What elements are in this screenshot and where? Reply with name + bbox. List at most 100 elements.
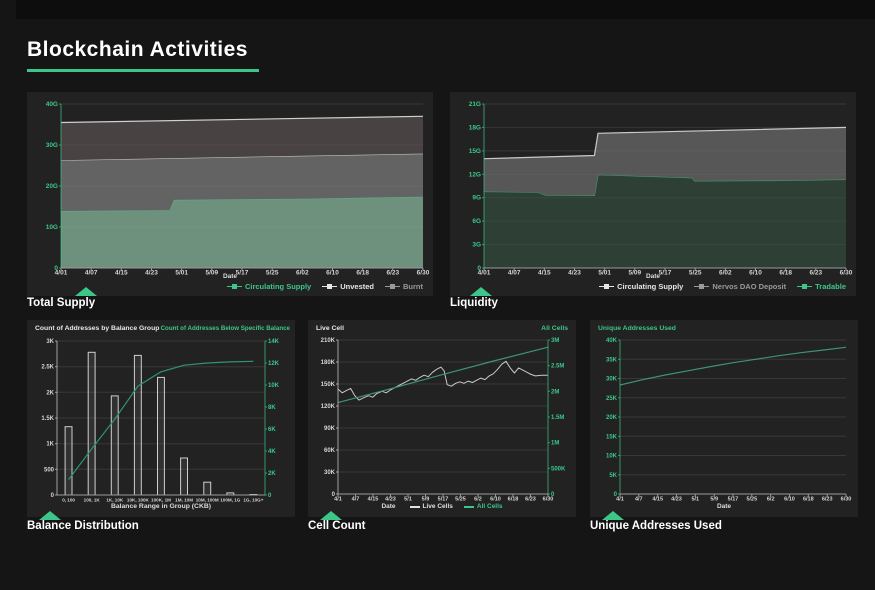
- svg-text:6/10: 6/10: [784, 497, 795, 503]
- total-supply-panel: 0 10G 20G 30G 40G 4/01 4/07 4/15 4/23 5/01 5/09 5/1…: [27, 92, 433, 296]
- svg-text:30K: 30K: [606, 377, 618, 383]
- liquidity-panel: 0 3G 6G 9G 12G 15G 18G 21G 4/01 4/07 4/15 4/23 5/01 5…: [450, 92, 856, 296]
- svg-text:5/9: 5/9: [422, 497, 430, 503]
- svg-text:9G: 9G: [472, 195, 481, 202]
- svg-text:35K: 35K: [606, 357, 618, 363]
- legend-marker-icon: [463, 505, 474, 508]
- left-axis-title: Count of Addresses by Balance Group: [35, 325, 160, 332]
- svg-text:4/15: 4/15: [368, 497, 379, 503]
- legend-marker-icon: [797, 284, 813, 289]
- svg-text:2K: 2K: [268, 471, 276, 477]
- active-tab-arrow-icon: [602, 511, 624, 520]
- svg-text:6/18: 6/18: [356, 270, 369, 277]
- svg-text:1.5M: 1.5M: [551, 415, 564, 421]
- cell-count-title-link[interactable]: Cell Count: [308, 520, 366, 532]
- svg-text:100K, 1M: 100K, 1M: [151, 498, 171, 503]
- cell-count-legend: Live Cells All Cells: [409, 503, 503, 510]
- svg-text:4/7: 4/7: [352, 497, 360, 503]
- svg-text:0: 0: [332, 492, 336, 498]
- svg-text:100, 1K: 100, 1K: [84, 498, 101, 503]
- cell-count-chart-canvas[interactable]: 0 30K 60K 90K 120K 150K 180K 210K 0 500K 1M 1.5M 2M 2…: [308, 332, 576, 504]
- svg-text:5/25: 5/25: [266, 270, 279, 277]
- svg-text:4K: 4K: [268, 449, 276, 455]
- right-axis-title: Count of Addresses Below Specific Balanc…: [160, 325, 290, 332]
- legend-item[interactable]: Circulating Supply: [599, 282, 683, 291]
- legend-item[interactable]: Circulating Supply: [226, 282, 311, 291]
- svg-text:15K: 15K: [606, 434, 618, 440]
- legend-item[interactable]: Unvested: [322, 282, 374, 291]
- svg-text:4/7: 4/7: [635, 497, 643, 503]
- active-tab-arrow-icon: [75, 287, 97, 296]
- legend-item[interactable]: Tradable: [797, 282, 846, 291]
- svg-text:0: 0: [54, 265, 58, 272]
- svg-text:4/23: 4/23: [145, 270, 158, 277]
- svg-text:4/1: 4/1: [334, 497, 342, 503]
- svg-text:4/1: 4/1: [616, 497, 624, 503]
- legend-item[interactable]: All Cells: [463, 503, 503, 510]
- page-title: Blockchain Activities: [27, 38, 248, 61]
- svg-text:6/23: 6/23: [525, 497, 536, 503]
- svg-text:10K: 10K: [268, 383, 280, 389]
- balance-distribution-title-link[interactable]: Balance Distribution: [27, 520, 139, 532]
- svg-text:25K: 25K: [606, 396, 618, 402]
- svg-text:18G: 18G: [469, 124, 481, 131]
- svg-text:4/15: 4/15: [115, 270, 128, 277]
- liquidity-legend: Circulating Supply Nervos DAO Deposit Trad…: [599, 282, 846, 291]
- total-supply-title-link[interactable]: Total Supply: [27, 297, 96, 309]
- svg-text:60K: 60K: [324, 448, 336, 454]
- balance-distribution-chart-canvas[interactable]: 0 500 1K 1.5K 2K 2.5K 3K 0 2K 4K 6K 8K 10K 12K 14K 0, 1…: [27, 334, 295, 508]
- liquidity-title-link[interactable]: Liquidity: [450, 297, 498, 309]
- svg-text:10G: 10G: [46, 224, 58, 231]
- svg-text:6/30: 6/30: [840, 270, 853, 277]
- svg-text:5/17: 5/17: [236, 270, 249, 277]
- svg-text:5/01: 5/01: [598, 270, 611, 277]
- top-nav-bar: [16, 0, 875, 19]
- x-axis-title: Date: [645, 273, 661, 280]
- cell-count-panel: Live Cell All Cells 0 30K 60K 90K 120K 150K 18…: [308, 320, 576, 517]
- svg-text:10K, 100K: 10K, 100K: [127, 498, 150, 503]
- svg-text:4/23: 4/23: [385, 497, 396, 503]
- legend-item[interactable]: Nervos DAO Deposit: [694, 282, 786, 291]
- svg-text:10K: 10K: [606, 454, 618, 460]
- svg-text:20G: 20G: [46, 183, 58, 190]
- unique-addresses-chart-canvas[interactable]: 0 5K 10K 15K 20K 25K 30K 35K 40K 4/1 4/7 4/15 4/23 5/…: [590, 332, 858, 504]
- svg-text:4/07: 4/07: [508, 270, 521, 277]
- active-tab-arrow-icon: [470, 287, 492, 296]
- legend-marker-icon: [599, 284, 615, 289]
- svg-text:120K: 120K: [321, 404, 336, 410]
- unique-addresses-title-link[interactable]: Unique Addresses Used: [590, 520, 722, 532]
- svg-text:0: 0: [51, 493, 55, 499]
- svg-text:4/01: 4/01: [55, 270, 68, 277]
- title-underline: [27, 69, 259, 72]
- svg-text:6G: 6G: [472, 218, 481, 225]
- legend-item[interactable]: Live Cells: [409, 503, 453, 510]
- svg-text:6/23: 6/23: [822, 497, 833, 503]
- svg-text:100M, 1G: 100M, 1G: [220, 498, 241, 503]
- total-supply-legend: Circulating Supply Unvested Burnt: [226, 282, 423, 291]
- svg-text:6/02: 6/02: [719, 270, 732, 277]
- svg-text:0: 0: [614, 492, 618, 498]
- total-supply-chart-canvas[interactable]: 0 10G 20G 30G 40G 4/01 4/07 4/15 4/23 5/01 5/09 5/1…: [27, 92, 433, 276]
- svg-text:5/25: 5/25: [455, 497, 466, 503]
- svg-text:20K: 20K: [606, 415, 618, 421]
- legend-item[interactable]: Burnt: [385, 282, 423, 291]
- svg-text:4/07: 4/07: [85, 270, 98, 277]
- svg-text:2K: 2K: [46, 390, 54, 396]
- svg-text:500K: 500K: [551, 466, 566, 472]
- legend-marker-icon: [409, 505, 420, 508]
- svg-text:5/25: 5/25: [689, 270, 702, 277]
- x-axis-title: Date: [381, 503, 396, 510]
- legend-marker-icon: [322, 284, 338, 289]
- svg-text:5/9: 5/9: [710, 497, 718, 503]
- liquidity-chart-canvas[interactable]: 0 3G 6G 9G 12G 15G 18G 21G 4/01 4/07 4/15 4/23 5/01 5…: [450, 92, 856, 276]
- svg-text:6/10: 6/10: [749, 270, 762, 277]
- svg-text:1K: 1K: [46, 442, 54, 448]
- svg-text:5/09: 5/09: [628, 270, 641, 277]
- svg-text:6/30: 6/30: [841, 497, 852, 503]
- svg-text:6/2: 6/2: [767, 497, 775, 503]
- svg-text:3K: 3K: [46, 339, 54, 345]
- svg-text:30K: 30K: [324, 470, 336, 476]
- svg-text:0: 0: [268, 493, 272, 499]
- svg-text:2.5M: 2.5M: [551, 364, 564, 370]
